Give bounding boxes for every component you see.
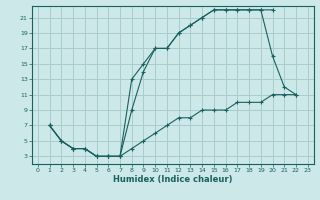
X-axis label: Humidex (Indice chaleur): Humidex (Indice chaleur): [113, 175, 233, 184]
